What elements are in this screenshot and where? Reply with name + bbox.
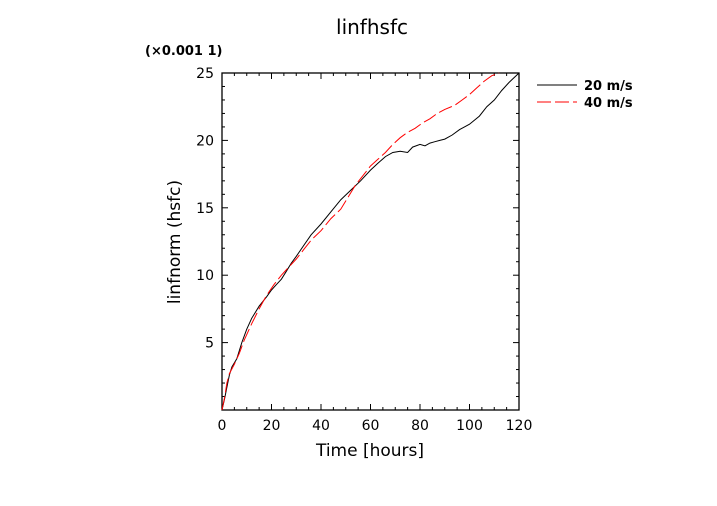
x-tick-label: 120 [506,418,533,434]
plot-area [221,72,520,411]
y-tick-label: 5 [205,336,214,352]
y-scale-multiplier: (×0.001 1) [145,44,222,59]
series-lines [221,72,520,411]
y-tick-label: 20 [196,133,214,149]
x-tick-label: 20 [263,418,281,434]
axis-ticks [221,72,520,411]
x-tick-label: 0 [218,418,227,434]
x-tick-label: 100 [456,418,483,434]
legend: 20 m/s 40 m/s [537,79,633,111]
x-tick-label: 80 [411,418,429,434]
x-tick-label: 60 [362,418,380,434]
y-tick-label: 10 [196,268,214,284]
x-axis-label: Time [hours] [315,441,424,461]
y-tick-label: 15 [196,201,214,217]
plot-border [221,72,520,411]
y-tick-labels: 5 10 15 20 25 [196,66,214,352]
legend-label-2: 40 m/s [584,96,633,111]
x-tick-labels: 0 20 40 60 80 100 120 [218,418,533,434]
y-axis-label: linfnorm (hsfc) [165,180,185,304]
series-line-2 [221,72,500,411]
x-tick-label: 40 [312,418,330,434]
y-tick-label: 25 [196,66,214,82]
legend-label-1: 20 m/s [584,79,633,94]
chart-title: linfhsfc [336,15,408,39]
series-line-1 [221,72,520,411]
